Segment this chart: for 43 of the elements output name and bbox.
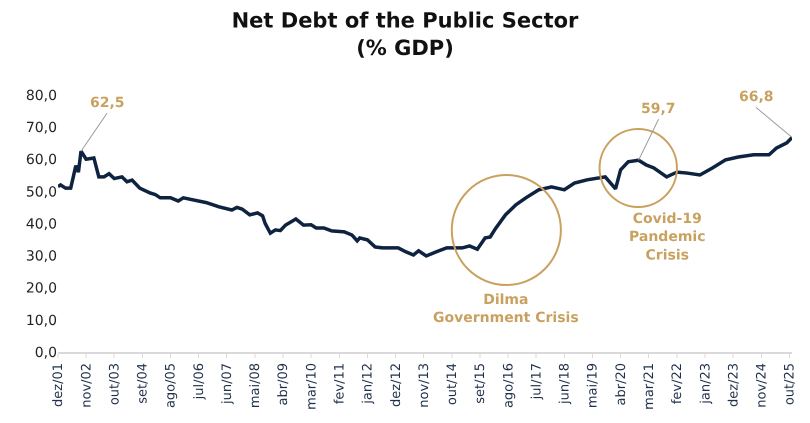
x-tick-label: ago/05 [164,362,179,408]
y-tick-label: 30,0 [26,248,57,265]
y-tick-label: 20,0 [26,280,57,297]
y-tick-label: 40,0 [26,216,57,232]
annotation: Dilma Government Crisis [433,292,579,326]
x-tick-label: mai/08 [248,362,264,408]
x-tick-label: dez/01 [51,362,66,407]
y-tick-label: 80,0 [26,88,57,104]
x-tick-label: fev/22 [670,362,686,404]
y-tick-label: 0,0 [34,344,57,361]
x-tick-label: ago/16 [501,362,516,408]
x-tick-label: out/03 [107,362,122,406]
annotation: 66,8 [739,89,774,105]
x-tick-label: jan/12 [360,362,376,405]
x-tick-label: mar/10 [304,362,320,410]
x-tick-label: jun/18 [558,362,573,405]
x-tick-label: abr/09 [276,362,292,406]
x-tick-label: mar/21 [642,362,657,410]
x-tick-label: jul/17 [529,362,544,400]
x-tick-label: jun/07 [220,362,235,405]
annotation: 62,5 [90,95,125,111]
x-tick-label: out/25 [782,362,798,406]
annotation: 59,7 [641,101,676,117]
x-tick-label: nov/13 [416,362,432,408]
chart-title: Net Debt of the Public Sector (% GDP) [232,8,580,60]
x-tick-label: nov/02 [79,362,94,408]
x-tick-label: abr/20 [614,362,629,406]
line-series [58,136,792,258]
y-tick-label: 70,0 [26,120,57,136]
x-tick-label: nov/24 [754,362,770,408]
x-tick-label: fev/11 [332,362,348,404]
y-tick-label: 50,0 [26,184,57,200]
x-tick-label: mai/19 [586,362,601,408]
x-tick-label: jul/06 [192,362,207,400]
y-tick-label: 10,0 [26,312,57,329]
y-tick-label: 60,0 [26,152,57,168]
x-tick-label: dez/23 [726,362,742,407]
annotation: Covid-19 Pandemic Crisis [629,211,706,264]
x-tick-label: dez/12 [388,362,404,407]
x-tick-label: set/04 [136,362,151,404]
x-tick-label: set/15 [473,362,488,404]
x-tick-label: jan/23 [698,362,714,405]
x-tick-label: out/14 [445,362,460,406]
